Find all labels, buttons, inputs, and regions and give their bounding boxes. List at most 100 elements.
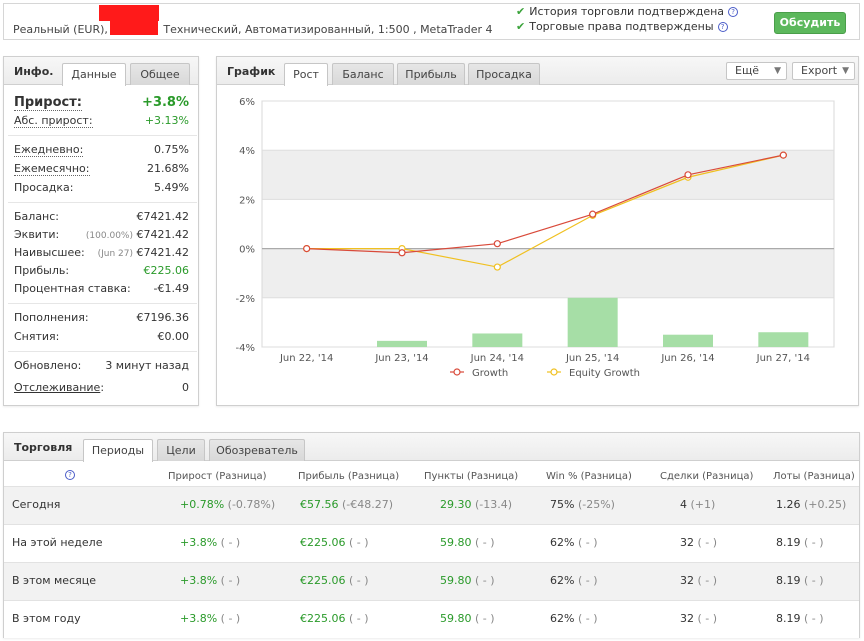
pips-cell: 29.30 (-13.4) (440, 498, 512, 511)
updated-label: Обновлено: (14, 359, 82, 372)
divider (8, 135, 197, 136)
grid-band (262, 248, 834, 298)
equity-label: Эквити: (14, 228, 60, 241)
profit-label: Прибыль: (14, 264, 70, 277)
discuss-button[interactable]: Обсудить (774, 12, 846, 34)
win-cell: 62% ( - ) (550, 536, 598, 549)
divider (8, 202, 197, 203)
pips-cell: 59.80 ( - ) (440, 536, 495, 549)
balance-row: Баланс: €7421.42 (14, 210, 189, 226)
tracking-colon: : (100, 381, 105, 394)
interest-row: Процентная ставка: -€1.49 (14, 282, 189, 298)
growth-diff: (-0.78%) (224, 498, 276, 511)
data-point (779, 151, 787, 159)
chart-title: График (227, 65, 276, 78)
withdrawals-value: €0.00 (157, 330, 190, 343)
growth-cell: +3.8% ( - ) (180, 574, 240, 587)
help-icon[interactable]: ? (717, 22, 728, 32)
lots-cell: 8.19 ( - ) (776, 536, 824, 549)
x-tick-label: Jun 25, '14 (565, 353, 619, 364)
win-cell: 62% ( - ) (550, 574, 598, 587)
growth-chart: 6% 4% 2% 0% -2% -4% Jun 22, '14 Jun 23, '14 Jun … (236, 97, 835, 379)
win-value: 62% (550, 536, 575, 549)
header-trades: Сделки (Разница) (660, 471, 754, 482)
pips-cell: 59.80 ( - ) (440, 574, 495, 587)
y-tick-label: 0% (239, 245, 255, 256)
header-profit: Прибыль (Разница) (298, 471, 400, 482)
chart-panel: График Рост Баланс Прибыль Просадка Ещё ▼… (216, 56, 859, 406)
daily-value: 0.75% (154, 143, 189, 156)
x-tick-label: Jun 24, '14 (470, 353, 524, 364)
lots-cell: 8.19 ( - ) (776, 612, 824, 625)
drawdown-value: 5.49% (154, 181, 189, 194)
data-point (493, 263, 501, 271)
interest-label: Процентная ставка: (14, 282, 131, 295)
tab-growth[interactable]: Рост (284, 63, 328, 86)
growth-label: Прирост: (14, 95, 82, 111)
growth-value: +3.8% (180, 574, 218, 587)
help-icon[interactable]: ? (728, 7, 739, 17)
tab-browser[interactable]: Обозреватель (209, 439, 305, 461)
tab-balance[interactable]: Баланс (332, 63, 394, 85)
x-tick-label: Jun 22, '14 (279, 353, 333, 364)
plot-border (261, 100, 835, 348)
growth-value: +3.8% (180, 612, 218, 625)
lots-diff: ( - ) (800, 536, 824, 549)
help-icon[interactable]: ? (65, 470, 75, 480)
data-point (589, 210, 597, 218)
tab-periods[interactable]: Периоды (83, 439, 153, 462)
drawdown-label: Просадка: (14, 181, 74, 194)
series-line (306, 154, 784, 268)
profit-value: €225.06 (300, 574, 346, 587)
win-diff: (-25%) (574, 498, 615, 511)
lots-value: 1.26 (776, 498, 801, 511)
daily-label: Ежедневно: (14, 143, 84, 157)
profit-diff: ( - ) (345, 536, 369, 549)
y-tick-label: 2% (239, 195, 255, 206)
tracking-link[interactable]: Отслеживание (14, 381, 101, 394)
lots-diff: ( - ) (800, 574, 824, 587)
updated-row: Обновлено: 3 минут назад (14, 359, 189, 375)
period-label: В этом месяце (12, 574, 96, 587)
series-line (306, 154, 784, 254)
chevron-down-icon: ▼ (774, 66, 781, 76)
divider (8, 351, 197, 352)
legend-label: Growth (472, 368, 508, 379)
win-cell: 62% ( - ) (550, 612, 598, 625)
pips-diff: ( - ) (471, 574, 495, 587)
tab-data[interactable]: Данные (62, 63, 126, 86)
profit-diff: ( - ) (345, 574, 369, 587)
growth-value: +0.78% (180, 498, 225, 511)
pips-diff: ( - ) (471, 536, 495, 549)
info-title: Инфо. (14, 65, 54, 78)
deposits-row: Пополнения: €7196.36 (14, 311, 189, 327)
legend-marker (453, 368, 461, 376)
win-value: 62% (550, 574, 575, 587)
pips-diff: ( - ) (471, 612, 495, 625)
abs-growth-value: +3.13% (144, 114, 189, 127)
period-label: На этой неделе (12, 536, 103, 549)
table-row (4, 524, 859, 562)
export-dropdown[interactable]: Export ▼ (792, 62, 855, 80)
lots-diff: (+0.25) (800, 498, 847, 511)
equity-percent: (100.00%) (85, 231, 133, 241)
tab-profit[interactable]: Прибыль (397, 63, 465, 85)
tab-drawdown[interactable]: Просадка (468, 63, 540, 85)
volume-bar (758, 332, 809, 347)
more-dropdown[interactable]: Ещё ▼ (726, 62, 787, 80)
tab-general[interactable]: Общее (130, 63, 190, 85)
pips-cell: 59.80 ( - ) (440, 612, 495, 625)
verified-rights: ✔ Торговые права подтверждены? (516, 20, 728, 33)
table-row (4, 562, 859, 600)
trades-diff: ( - ) (694, 574, 718, 587)
monthly-value: 21.68% (147, 162, 189, 175)
verified-rights-label: Торговые права подтверждены (529, 20, 714, 33)
header-growth: Прирост (Разница) (168, 471, 267, 482)
legend-marker (550, 368, 558, 376)
chevron-down-icon: ▼ (842, 66, 849, 76)
tab-goals[interactable]: Цели (157, 439, 205, 461)
growth-row: Прирост: +3.8% (14, 95, 189, 113)
x-tick-label: Jun 23, '14 (374, 353, 428, 364)
win-diff: ( - ) (574, 612, 598, 625)
growth-cell: +3.8% ( - ) (180, 536, 240, 549)
